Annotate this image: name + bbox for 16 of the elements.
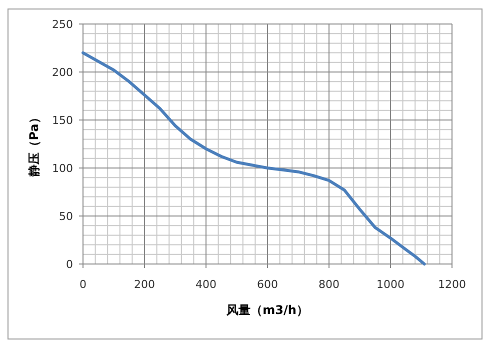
x-tick-label: 1200 — [438, 278, 466, 291]
x-tick-label: 1000 — [376, 278, 404, 291]
y-tick-label: 0 — [66, 258, 73, 271]
x-tick-label: 800 — [318, 278, 340, 291]
line-series — [82, 51, 426, 266]
x-axis-title: 风量（m3/h） — [226, 303, 308, 317]
x-tick-label: 0 — [80, 278, 86, 291]
x-tick-label: 200 — [134, 278, 155, 291]
y-tick-label: 200 — [52, 66, 73, 79]
x-tick-label: 400 — [196, 278, 216, 291]
y-tick-label: 150 — [52, 114, 73, 127]
y-tick-label: 50 — [59, 210, 73, 223]
x-tick-label: 600 — [257, 278, 278, 291]
y-tick-label: 250 — [52, 18, 73, 31]
y-axis-title: 静压（Pa） — [27, 112, 41, 178]
y-tick-label: 100 — [52, 162, 73, 175]
